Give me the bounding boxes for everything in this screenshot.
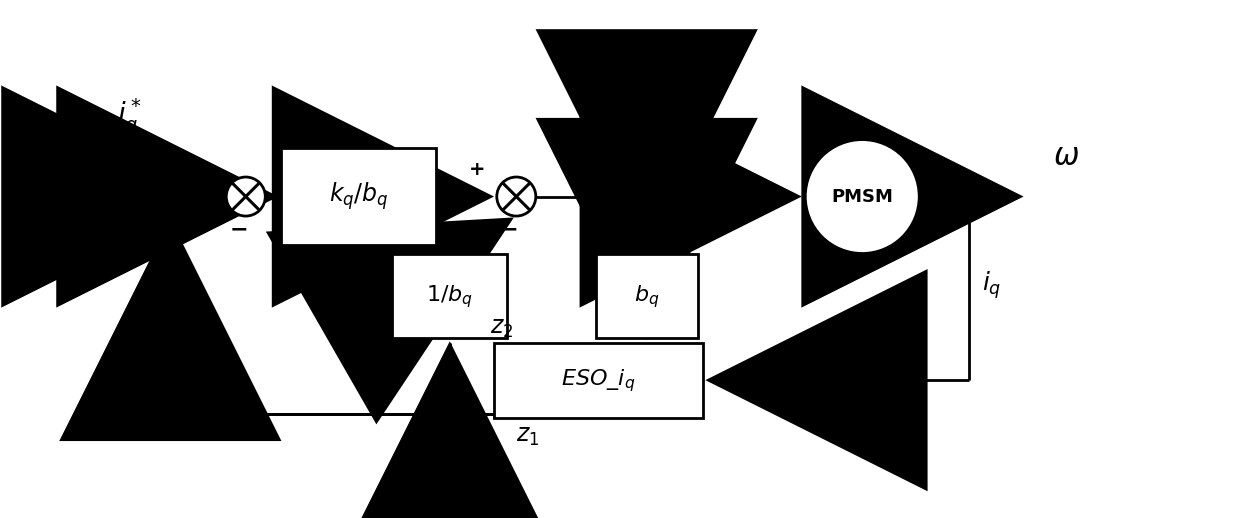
Text: $\omega$: $\omega$ <box>1053 141 1079 172</box>
Text: $1/b_q$: $1/b_q$ <box>426 283 473 310</box>
Circle shape <box>497 177 535 216</box>
Text: $k_q/b_q$: $k_q/b_q$ <box>330 181 389 212</box>
Text: +: + <box>470 161 486 179</box>
Text: $u_q^*$: $u_q^*$ <box>641 96 674 138</box>
Circle shape <box>804 139 919 254</box>
Text: $z_1$: $z_1$ <box>517 424 540 448</box>
Circle shape <box>227 177 265 216</box>
Text: $i_q$: $i_q$ <box>983 269 1001 301</box>
Text: +: + <box>198 161 216 179</box>
Text: $ESO\_i_q$: $ESO\_i_q$ <box>561 367 636 394</box>
Text: $b_q$: $b_q$ <box>634 283 660 310</box>
Bar <box>596 254 698 338</box>
Bar <box>494 343 703 419</box>
Text: $z_2$: $z_2$ <box>489 316 513 340</box>
Text: −: − <box>229 219 248 239</box>
Text: −: − <box>499 219 518 239</box>
Text: $i_q^*$: $i_q^*$ <box>118 96 142 138</box>
Bar <box>392 254 508 338</box>
Text: PMSM: PMSM <box>831 188 893 206</box>
Bar <box>281 148 436 246</box>
